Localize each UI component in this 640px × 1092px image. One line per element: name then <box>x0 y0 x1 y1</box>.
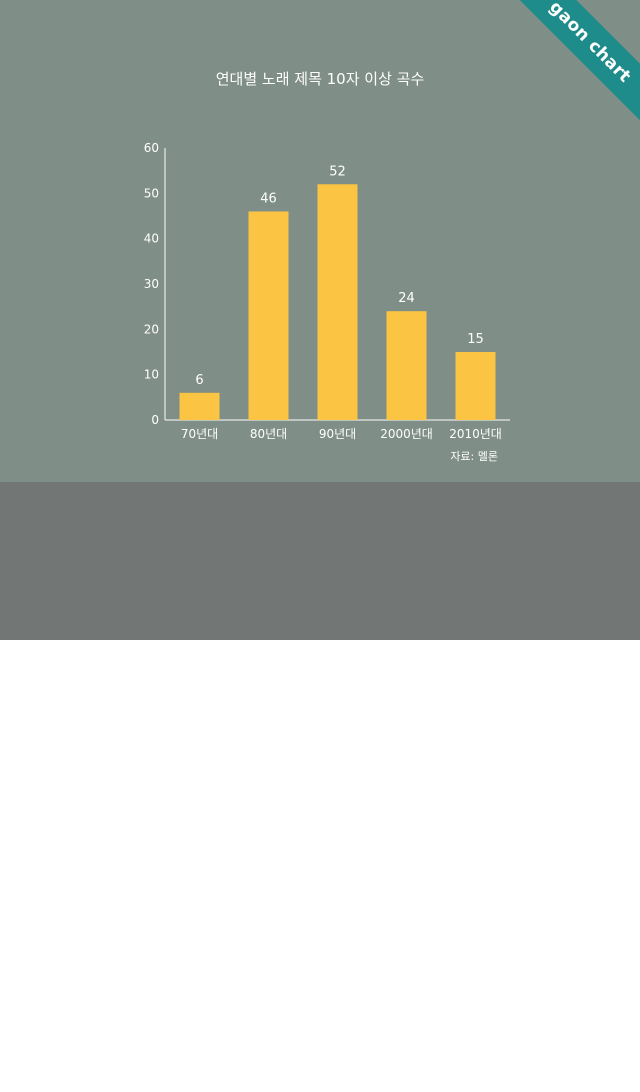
data-label: 52 <box>329 164 346 179</box>
y-tick-label: 10 <box>144 368 159 382</box>
y-tick-label: 50 <box>144 186 159 200</box>
y-tick-label: 30 <box>144 277 159 291</box>
description-line: 로 앞서 살펴본 평균 노래 제목 글자 수와 유사하게 80~90년대 긴 노… <box>12 1045 566 1061</box>
y-tick-label: 20 <box>144 322 159 336</box>
source-note: 자료: 멜론 <box>450 450 498 463</box>
chart-title: 연대별 노래 제목 10자 이상 곡수 <box>215 70 425 88</box>
bar <box>248 211 289 420</box>
data-label: 6 <box>195 373 203 388</box>
description-line: 1970년대부터 2010년대 멜론 시대별 차트 3,027곡을 분석한 결과… <box>12 993 575 1009</box>
y-tick-label: 40 <box>144 232 159 246</box>
data-label: 15 <box>467 332 484 347</box>
x-tick-label: 2010년대 <box>449 427 502 441</box>
bar <box>317 184 358 420</box>
y-tick-label: 0 <box>151 413 159 427</box>
description-panel: 1970년대부터 2010년대 멜론 시대별 차트 3,027곡을 분석한 결과… <box>0 482 640 1087</box>
bar <box>455 352 496 420</box>
y-tick-label: 60 <box>144 141 159 155</box>
bar-chart: 0 10 20 30 40 50 60 6 70년대 46 80년대 52 90년대 24 2000년대 15… <box>144 141 510 463</box>
x-tick-label: 2000년대 <box>380 427 433 441</box>
bar <box>179 392 220 420</box>
description-line: 인 노래 수는 1970년대 6곡, 80년대 46곡, 90년대 52곡, 2… <box>12 1019 597 1035</box>
chart-panel: gaon chart 연대별 노래 제목 10자 이상 곡수 0 10 20 30 40… <box>0 0 640 482</box>
data-label: 24 <box>398 291 415 306</box>
description-text: 1970년대부터 2010년대 멜론 시대별 차트 3,027곡을 분석한 결과… <box>12 988 632 1092</box>
bar <box>386 311 427 420</box>
description-line: 2000년대 이후부터는 긴 노래 제목의 곡수가 줄어든 것으로 조사되었습니… <box>12 1071 478 1087</box>
data-label: 46 <box>260 191 277 206</box>
x-tick-label: 80년대 <box>250 427 287 441</box>
x-tick-label: 90년대 <box>319 427 356 441</box>
x-tick-label: 70년대 <box>181 427 218 441</box>
